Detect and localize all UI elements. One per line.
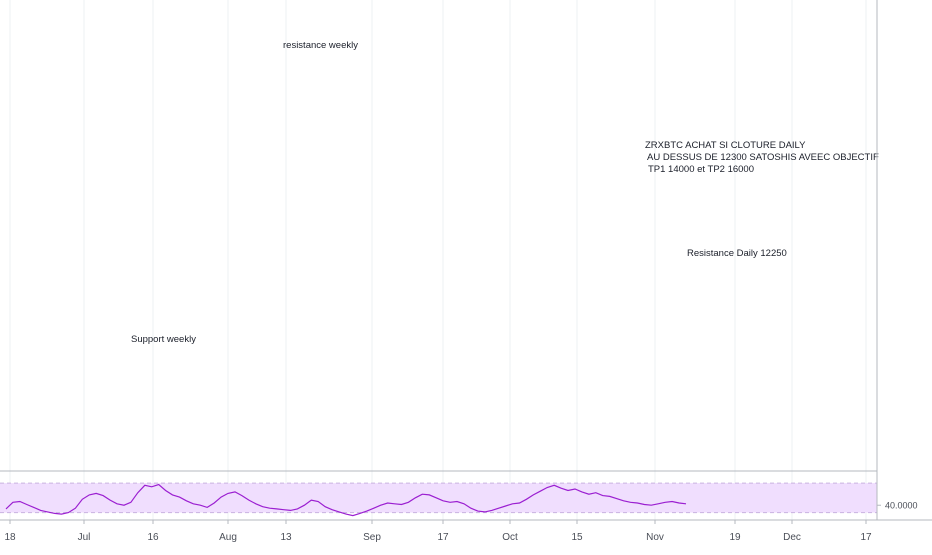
idea-line-1: ZRXBTC ACHAT SI CLOTURE DAILY (645, 140, 806, 151)
x-tick-label: 18 (4, 532, 16, 543)
resistance-weekly-label: resistance weekly (283, 40, 358, 51)
x-tick-label: Nov (646, 532, 664, 543)
resistance-daily-label: Resistance Daily 12250 (687, 248, 787, 259)
x-tick-label: Aug (219, 532, 237, 543)
idea-line-2: AU DESSUS DE 12300 SATOSHIS AVEEC OBJECT… (647, 152, 879, 163)
x-tick-label: 13 (280, 532, 292, 543)
x-tick-label: Oct (502, 532, 518, 543)
idea-line-3: TP1 14000 et TP2 16000 (648, 164, 754, 175)
x-tick-label: 17 (860, 532, 872, 543)
x-tick-label: 19 (729, 532, 741, 543)
support-weekly-label: Support weekly (131, 334, 196, 345)
x-tick-label: 17 (437, 532, 449, 543)
rsi-band (0, 483, 877, 513)
rsi-line (5, 483, 687, 517)
x-tick-label: Sep (363, 532, 381, 543)
x-tick-label: Jul (78, 532, 91, 543)
x-tick-label: 15 (571, 532, 583, 543)
x-tick-label: 16 (147, 532, 159, 543)
rsi-tick-label: 40.0000 (885, 501, 918, 511)
x-tick-label: Dec (783, 532, 801, 543)
